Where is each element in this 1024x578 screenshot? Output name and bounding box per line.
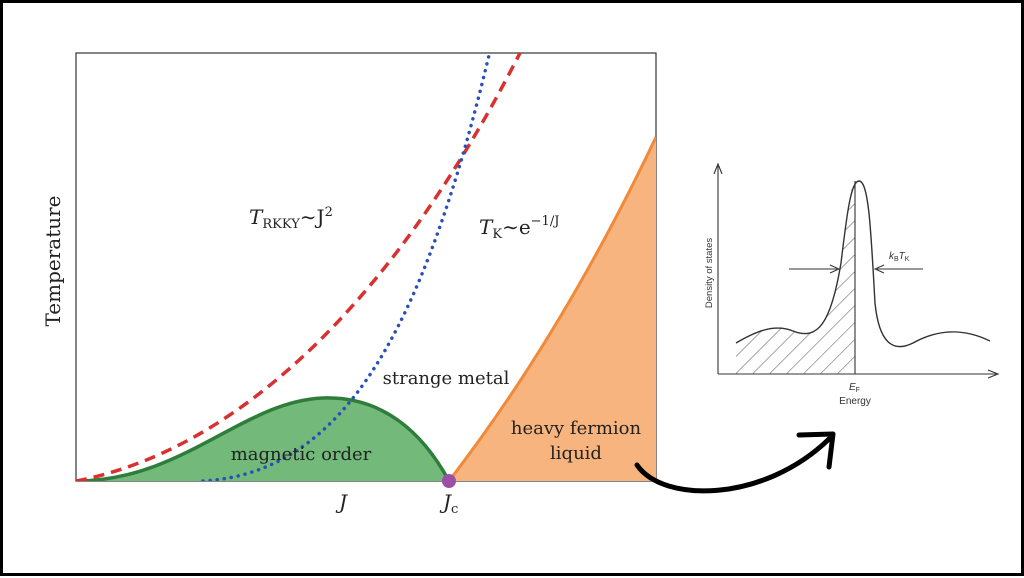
- ef-label: EF: [849, 382, 860, 394]
- kbtk-k: k: [889, 251, 895, 262]
- dos-x-axis-label: Energy: [839, 396, 871, 407]
- phase-diagram-figure: Temperature J Jc TRKKY∼J2 TK∼e−1/J magne…: [41, 52, 1000, 517]
- dos-curve: [735, 180, 991, 348]
- x-tick-jc: Jc: [439, 490, 458, 517]
- t-rkky-sup: 2: [325, 205, 333, 220]
- kbtk-b: B: [894, 256, 899, 263]
- x-tick-j: J: [335, 490, 348, 514]
- ef-sub: F: [856, 387, 860, 394]
- y-axis-label: Temperature: [41, 195, 65, 326]
- heavy-fermion-region: [449, 137, 656, 481]
- x-tick-jc-sub: c: [451, 502, 458, 517]
- dos-y-axis-label: Density of states: [704, 238, 715, 308]
- quantum-critical-point: [442, 474, 456, 488]
- kbtk-t: T: [899, 251, 906, 262]
- t-rkky-label: TRKKY∼J2: [249, 205, 333, 232]
- heavy-fermion-label-line1: heavy fermion: [511, 418, 642, 439]
- kbtk-sub: K: [905, 256, 910, 263]
- strange-metal-label: strange metal: [383, 368, 510, 389]
- t-k-rest: ∼e: [502, 215, 531, 239]
- heavy-fermion-label-line2: liquid: [550, 443, 602, 464]
- magnetic-order-label: magnetic order: [231, 444, 372, 465]
- kondo-curve: [201, 53, 492, 481]
- dos-inset: Density of states Energy EF kBTK: [704, 162, 1000, 407]
- t-rkky-rest: ∼J: [300, 205, 325, 229]
- t-k-label: TK∼e−1/J: [479, 214, 559, 242]
- ef-main: E: [849, 382, 856, 393]
- kbtk-label: kBTK: [889, 251, 910, 263]
- main-plot: Temperature J Jc TRKKY∼J2 TK∼e−1/J magne…: [41, 52, 657, 517]
- x-tick-jc-main: J: [439, 490, 452, 514]
- magnetic-order-boundary: [76, 396, 451, 481]
- t-k-sup: −1/J: [531, 214, 560, 229]
- t-k-sub: K: [492, 227, 502, 242]
- t-k-t: T: [479, 215, 494, 239]
- connector-arrow: [634, 431, 836, 494]
- occupied-states-hatch: [736, 181, 855, 374]
- magnetic-order-dome: [76, 397, 449, 481]
- t-rkky-sub: RKKY: [262, 217, 300, 232]
- rkky-curve: [76, 53, 522, 481]
- t-rkky-t: T: [249, 205, 264, 229]
- heavy-fermion-boundary: [447, 136, 656, 481]
